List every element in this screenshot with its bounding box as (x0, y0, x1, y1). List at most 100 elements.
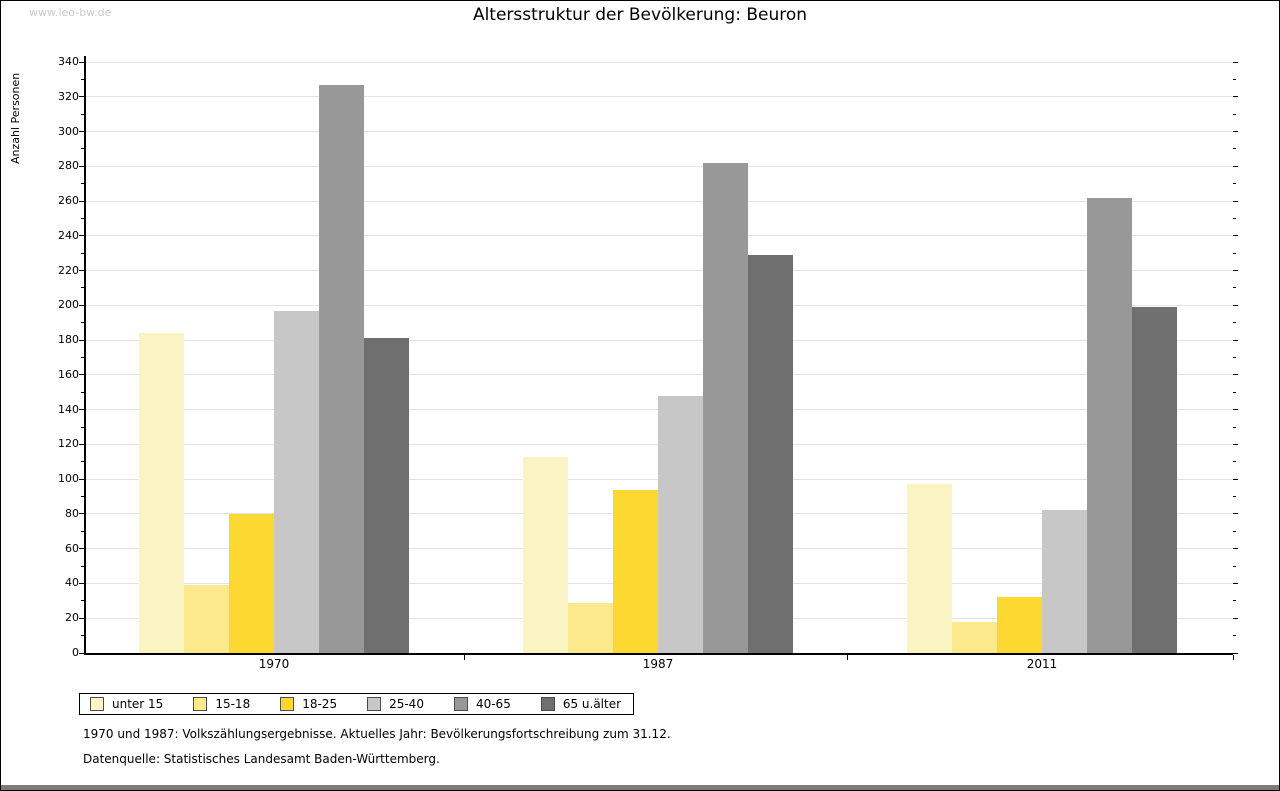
bar-group-2011 (907, 62, 1177, 653)
gridline (86, 270, 1233, 272)
y-tick-label: 240 (58, 228, 79, 242)
y-tick (79, 582, 84, 584)
y-tick-label: 60 (65, 541, 79, 555)
gridline (86, 96, 1233, 98)
y-tick-right (1233, 183, 1236, 185)
y-tick-right (1233, 617, 1238, 619)
y-tick (81, 322, 84, 324)
y-tick-right (1233, 478, 1238, 480)
footnote-line2: Datenquelle: Statistisches Landesamt Bad… (83, 752, 440, 766)
y-tick (79, 200, 84, 202)
y-tick (79, 443, 84, 445)
legend-item-15-18: 15-18 (193, 697, 250, 711)
gridline (86, 304, 1233, 306)
bar-1970-25-40 (274, 310, 319, 653)
y-tick (81, 183, 84, 185)
y-tick-label: 320 (58, 89, 79, 103)
y-tick (81, 635, 84, 637)
bar-1970-40-65 (319, 84, 364, 653)
chart-title: Altersstruktur der Bevölkerung: Beuron (472, 5, 808, 25)
y-tick (81, 565, 84, 567)
y-tick (79, 478, 84, 480)
y-tick (79, 131, 84, 133)
legend-item-unter-15: unter 15 (90, 697, 163, 711)
legend-swatch-unter-15 (90, 697, 104, 711)
y-tick (79, 652, 84, 654)
bar-1987-25-40 (658, 395, 703, 653)
y-tick-right (1233, 582, 1238, 584)
y-tick-right (1233, 530, 1236, 532)
legend-item-25-40: 25-40 (367, 697, 424, 711)
window-bottom-edge (1, 785, 1279, 790)
y-tick-label: 160 (58, 367, 79, 381)
footnote-line1: 1970 und 1987: Volkszählungsergebnisse. … (83, 727, 671, 741)
y-tick-right (1233, 217, 1236, 219)
x-axis-label-2011: 2011 (1026, 657, 1058, 671)
bar-1970-65-u-lter (364, 338, 409, 653)
y-tick-right (1233, 322, 1236, 324)
y-tick-right (1233, 426, 1236, 428)
y-tick (79, 304, 84, 306)
y-tick-right (1233, 287, 1236, 289)
bar-2011-18-25 (997, 597, 1042, 653)
y-tick-label: 0 (72, 646, 79, 659)
legend-label-40-65: 40-65 (475, 697, 511, 711)
y-tick (81, 113, 84, 115)
y-tick (79, 96, 84, 98)
y-tick-right (1233, 131, 1238, 133)
bar-2011-65-u-lter (1132, 307, 1177, 653)
y-tick (81, 426, 84, 428)
bar-1987-65-u-lter (748, 254, 793, 653)
gridline (86, 235, 1233, 237)
y-tick-label: 220 (58, 263, 79, 277)
x-axis-tick (1233, 655, 1234, 660)
legend-label-65-u-lter: 65 u.älter (562, 697, 622, 711)
y-tick (81, 461, 84, 463)
bar-1987-unter-15 (523, 456, 568, 653)
bar-1987-40-65 (703, 162, 748, 653)
y-tick (81, 600, 84, 602)
y-tick-right (1233, 252, 1236, 254)
y-tick (79, 165, 84, 167)
y-tick (79, 513, 84, 515)
legend-item-18-25: 18-25 (280, 697, 337, 711)
gridline (86, 339, 1233, 341)
x-axis-tick (464, 655, 465, 660)
y-tick (79, 235, 84, 237)
y-tick-label: 40 (65, 576, 79, 590)
y-tick-right (1233, 270, 1238, 272)
x-axis-label-1987: 1987 (642, 657, 674, 671)
y-tick (79, 409, 84, 411)
y-tick-right (1233, 339, 1238, 341)
bar-1970-unter-15 (139, 333, 184, 653)
bar-2011-15-18 (952, 621, 997, 653)
y-tick-label: 100 (58, 472, 79, 486)
y-tick (81, 252, 84, 254)
y-tick (79, 548, 84, 550)
y-tick-label: 200 (58, 298, 79, 312)
gridline (86, 200, 1233, 202)
y-tick-right (1233, 513, 1238, 515)
legend-item-65-u-lter: 65 u.älter (540, 697, 622, 711)
x-axis-line (84, 653, 1233, 655)
legend-label-unter-15: unter 15 (112, 697, 164, 711)
legend-swatch-18-25 (280, 697, 295, 711)
y-tick (81, 357, 84, 358)
legend-item-40-65: 40-65 (453, 697, 511, 711)
y-tick-right (1233, 235, 1238, 237)
bar-group-1970 (139, 62, 409, 653)
y-tick-right (1233, 304, 1238, 306)
y-tick (79, 270, 84, 272)
y-tick (79, 61, 84, 63)
y-tick-right (1233, 548, 1238, 550)
y-axis-title: Anzahl Personen (9, 72, 22, 164)
y-tick-right (1233, 78, 1236, 80)
y-tick (79, 617, 84, 619)
gridline (86, 374, 1233, 376)
y-tick-right (1233, 96, 1238, 98)
y-tick-right (1233, 409, 1238, 411)
x-axis-tick (846, 655, 848, 660)
bar-group-1987 (523, 62, 793, 653)
y-tick-right (1233, 148, 1236, 150)
bar-1970-15-18 (184, 585, 229, 653)
